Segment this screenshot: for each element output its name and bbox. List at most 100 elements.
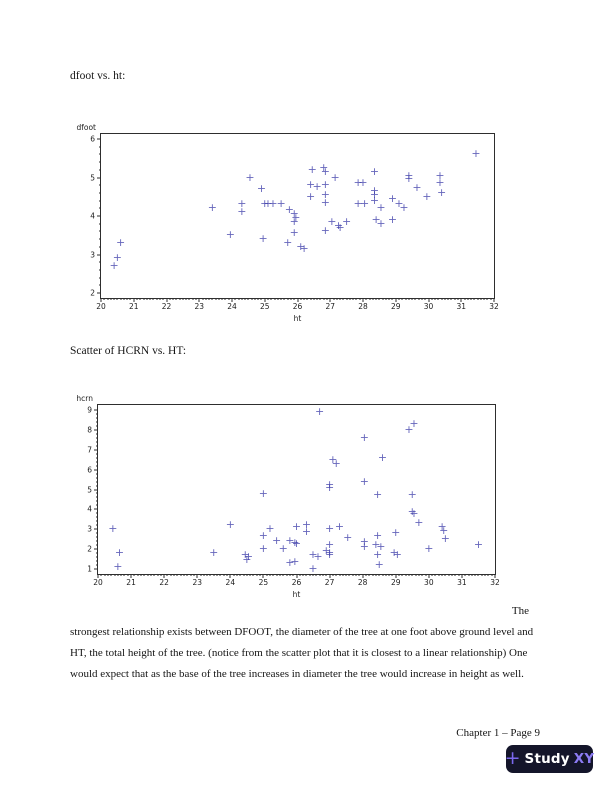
data-point-marker: +: [320, 195, 330, 209]
x-tick-label: 22: [159, 578, 169, 587]
x-minor-tick: [206, 574, 208, 576]
x-minor-tick: [401, 574, 403, 576]
y-tick-label: 2: [90, 288, 95, 298]
y-minor-tick: [96, 520, 98, 522]
x-minor-tick: [438, 574, 440, 576]
x-minor-tick: [224, 298, 226, 300]
data-point-marker: +: [256, 182, 267, 196]
data-point-marker: +: [312, 180, 322, 194]
x-tick-label: 21: [128, 302, 139, 311]
x-minor-tick: [408, 298, 410, 300]
data-point-marker: +: [307, 162, 317, 176]
y-minor-tick: [96, 552, 98, 554]
x-minor-tick: [286, 574, 288, 576]
x-minor-tick: [136, 298, 138, 300]
y-minor-tick: [99, 261, 101, 263]
data-point-marker: +: [207, 201, 217, 215]
x-minor-tick: [437, 298, 439, 300]
x-minor-tick: [150, 574, 152, 576]
x-minor-tick: [243, 574, 245, 576]
x-minor-tick: [391, 298, 393, 300]
data-point-marker: +: [371, 212, 381, 226]
y-minor-tick: [96, 504, 98, 506]
y-minor-tick: [99, 192, 101, 194]
data-point-marker: +: [320, 224, 330, 238]
x-minor-tick: [203, 574, 205, 576]
x-minor-tick: [162, 298, 164, 300]
x-minor-tick: [355, 574, 357, 576]
x-minor-tick: [139, 298, 141, 300]
data-point-marker: +: [209, 546, 219, 560]
x-minor-tick: [368, 574, 370, 576]
x-minor-tick: [185, 298, 187, 300]
y-minor-tick: [99, 223, 101, 225]
x-axis-title: ht: [293, 314, 302, 323]
data-point-marker: +: [343, 531, 353, 545]
x-minor-tick: [300, 298, 302, 300]
data-point-marker: +: [440, 532, 450, 546]
x-minor-tick: [425, 574, 427, 576]
x-tick-label: 24: [225, 578, 236, 587]
x-major-tick: [461, 574, 463, 578]
data-point-marker: +: [291, 537, 302, 551]
data-point-marker: +: [359, 540, 369, 554]
x-minor-tick: [110, 574, 112, 576]
data-point-marker: +: [313, 550, 323, 564]
x-minor-tick: [454, 298, 456, 300]
data-point-marker: +: [409, 506, 419, 520]
y-minor-tick: [99, 238, 101, 240]
x-minor-tick: [322, 574, 324, 576]
x-minor-tick: [458, 574, 460, 576]
x-minor-tick: [421, 298, 423, 300]
x-minor-tick: [421, 574, 423, 576]
x-minor-tick: [359, 298, 361, 300]
x-minor-tick: [471, 574, 473, 576]
x-minor-tick: [287, 298, 289, 300]
data-point-marker: +: [321, 544, 331, 558]
x-minor-tick: [193, 574, 195, 576]
data-point-marker: +: [389, 546, 399, 560]
data-point-marker: +: [285, 556, 295, 570]
y-minor-tick: [96, 492, 98, 494]
y-major-tick: [97, 177, 101, 178]
data-point-marker: +: [414, 516, 424, 530]
x-minor-tick: [209, 574, 211, 576]
paragraph-line-3: HT, the total height of the tree. (notic…: [70, 647, 528, 659]
data-point-marker: +: [291, 210, 301, 224]
x-minor-tick: [388, 574, 390, 576]
x-minor-tick: [176, 574, 178, 576]
paragraph-line-2: strongest relationship exists between DF…: [70, 626, 534, 638]
x-major-tick: [196, 574, 198, 578]
x-minor-tick: [365, 298, 367, 300]
y-major-tick: [94, 429, 98, 431]
y-minor-tick: [96, 417, 98, 419]
data-point-marker: +: [320, 178, 330, 192]
x-minor-tick: [269, 574, 271, 576]
data-point-marker: +: [108, 522, 118, 536]
x-minor-tick: [238, 298, 240, 300]
data-point-marker: +: [301, 525, 312, 539]
x-minor-tick: [306, 298, 308, 300]
data-point-marker: +: [331, 456, 341, 470]
data-point-marker: +: [407, 505, 417, 519]
footer-page-label: Chapter 1 – Page 9: [456, 727, 540, 739]
x-minor-tick: [259, 574, 261, 576]
x-minor-tick: [215, 298, 217, 300]
y-minor-tick: [96, 564, 98, 566]
data-point-marker: +: [409, 416, 419, 430]
x-minor-tick: [385, 574, 387, 576]
data-point-marker: +: [114, 546, 125, 560]
x-tick-label: 30: [423, 302, 434, 311]
data-point-marker: +: [320, 187, 330, 201]
x-major-tick: [198, 298, 200, 302]
x-minor-tick: [236, 574, 238, 576]
x-minor-tick: [424, 298, 426, 300]
data-point-marker: +: [324, 477, 335, 491]
data-point-marker: +: [237, 205, 247, 219]
x-minor-tick: [260, 298, 262, 300]
data-point-marker: +: [377, 450, 388, 464]
y-minor-tick: [96, 512, 98, 514]
y-minor-tick: [96, 437, 98, 439]
x-minor-tick: [277, 298, 279, 300]
